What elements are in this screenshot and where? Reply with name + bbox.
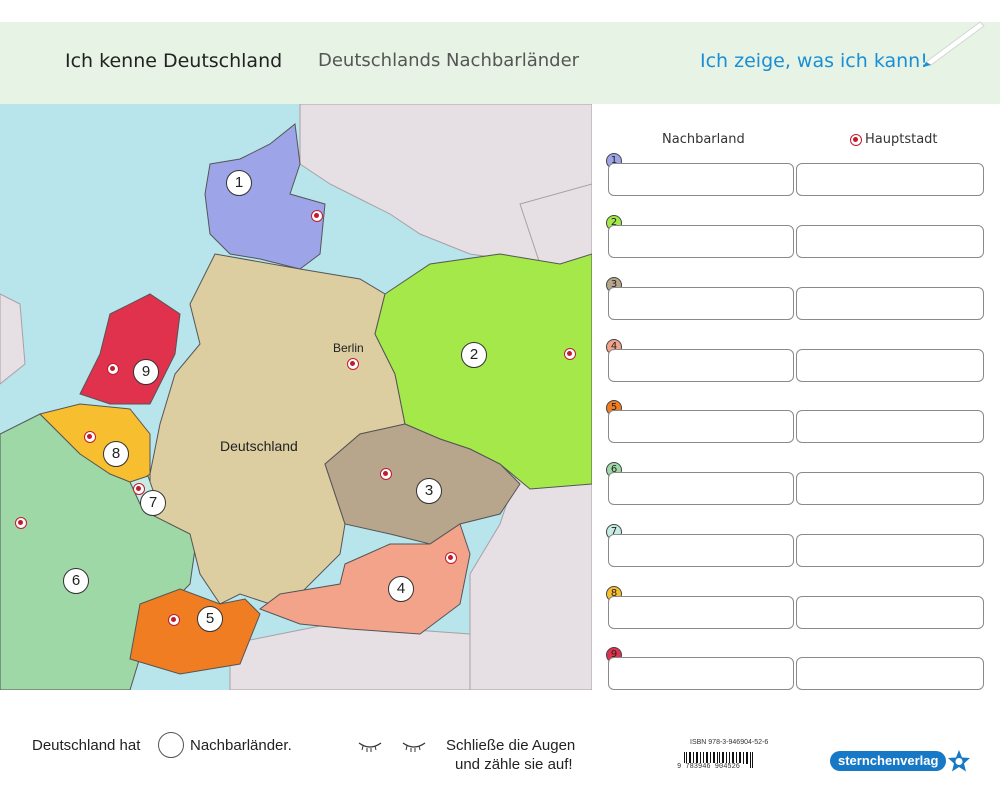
answer-row: 4 — [606, 339, 986, 383]
country-1-shape — [204, 123, 326, 270]
answer-row: 6 — [606, 462, 986, 506]
country-number-9: 9 — [133, 359, 159, 385]
answer-row: 9 — [606, 647, 986, 691]
star-logo-icon — [948, 750, 970, 772]
capital-answer-field-8[interactable] — [796, 596, 984, 629]
pencil-icon — [923, 21, 985, 67]
country-answer-field-7[interactable] — [608, 534, 794, 567]
land-baltic — [519, 183, 592, 275]
barcode-graphic — [684, 752, 753, 768]
capital-marker-7 — [133, 483, 145, 495]
capital-marker-3 — [380, 468, 392, 480]
header-band — [0, 22, 1000, 104]
capital-answer-field-1[interactable] — [796, 163, 984, 196]
answer-row: 8 — [606, 586, 986, 630]
capital-marker-5 — [168, 614, 180, 626]
country-answer-field-8[interactable] — [608, 596, 794, 629]
answer-row: 2 — [606, 215, 986, 259]
capital-answer-field-5[interactable] — [796, 410, 984, 443]
barcode-digits: 9 783946 904526 — [676, 763, 742, 771]
map-of-germany-neighbours: Deutschland Berlin 1 2 3 4 5 6 7 8 9 — [0, 104, 592, 690]
map-graphic — [0, 104, 592, 690]
land-uk — [0, 293, 26, 385]
country-number-2: 2 — [461, 342, 487, 368]
column-header-country: Nachbarland — [662, 132, 745, 147]
capital-marker-9 — [107, 363, 119, 375]
capital-marker-1 — [311, 210, 323, 222]
isbn-text: ISBN 978-3-946904-52-6 — [690, 739, 769, 746]
hint-line-1: Schließe die Augen — [446, 737, 576, 754]
capital-answer-field-4[interactable] — [796, 349, 984, 382]
country-answer-field-3[interactable] — [608, 287, 794, 320]
germany-label: Deutschland — [220, 438, 298, 454]
answer-row: 3 — [606, 277, 986, 321]
country-number-6: 6 — [63, 568, 89, 594]
country-answer-field-1[interactable] — [608, 163, 794, 196]
country-answer-field-6[interactable] — [608, 472, 794, 505]
publisher-logo: sternchenverlag — [830, 751, 947, 771]
capital-answer-field-2[interactable] — [796, 225, 984, 258]
closed-eyes-icon — [358, 742, 426, 752]
country-4-shape — [258, 523, 471, 635]
country-number-3: 3 — [416, 478, 442, 504]
capital-answer-field-9[interactable] — [796, 657, 984, 690]
land-scandinavia — [299, 104, 592, 275]
count-prompt-start: Deutschland hat — [32, 737, 141, 754]
capital-marker-2 — [564, 348, 576, 360]
worksheet-subtitle: Deutschlands Nachbarländer — [318, 50, 580, 71]
capital-marker-berlin — [347, 358, 359, 370]
land-east — [469, 453, 592, 690]
country-answer-field-9[interactable] — [608, 657, 794, 690]
answer-row: 7 — [606, 524, 986, 568]
capital-marker-4 — [445, 552, 457, 564]
land-south — [229, 623, 471, 690]
country-number-4: 4 — [388, 576, 414, 602]
country-number-8: 8 — [103, 441, 129, 467]
count-prompt-end: Nachbarländer. — [190, 737, 292, 754]
country-answer-field-2[interactable] — [608, 225, 794, 258]
hint-line-2: und zähle sie auf! — [455, 756, 573, 773]
worksheet-motto: Ich zeige, was ich kann! — [700, 50, 928, 72]
worksheet-title: Ich kenne Deutschland — [65, 50, 283, 72]
answer-row: 5 — [606, 400, 986, 444]
country-9-shape — [79, 293, 181, 405]
answer-row: 1 — [606, 153, 986, 197]
column-header-capital-label: Hauptstadt — [865, 132, 938, 147]
country-number-7: 7 — [140, 490, 166, 516]
capital-marker-8 — [84, 431, 96, 443]
answer-panel: Nachbarland Hauptstadt 1 2 3 4 5 6 7 8 — [592, 104, 1000, 690]
capital-marker-6 — [15, 517, 27, 529]
berlin-label: Berlin — [333, 341, 364, 355]
country-number-5: 5 — [197, 606, 223, 632]
column-header-capital: Hauptstadt — [850, 132, 938, 147]
count-answer-circle[interactable] — [158, 732, 184, 758]
country-answer-field-5[interactable] — [608, 410, 794, 443]
country-5-shape — [129, 588, 261, 675]
country-number-1: 1 — [226, 170, 252, 196]
capital-answer-field-6[interactable] — [796, 472, 984, 505]
country-answer-field-4[interactable] — [608, 349, 794, 382]
capital-legend-marker — [850, 134, 862, 146]
country-2-shape — [374, 253, 592, 490]
capital-answer-field-3[interactable] — [796, 287, 984, 320]
capital-answer-field-7[interactable] — [796, 534, 984, 567]
